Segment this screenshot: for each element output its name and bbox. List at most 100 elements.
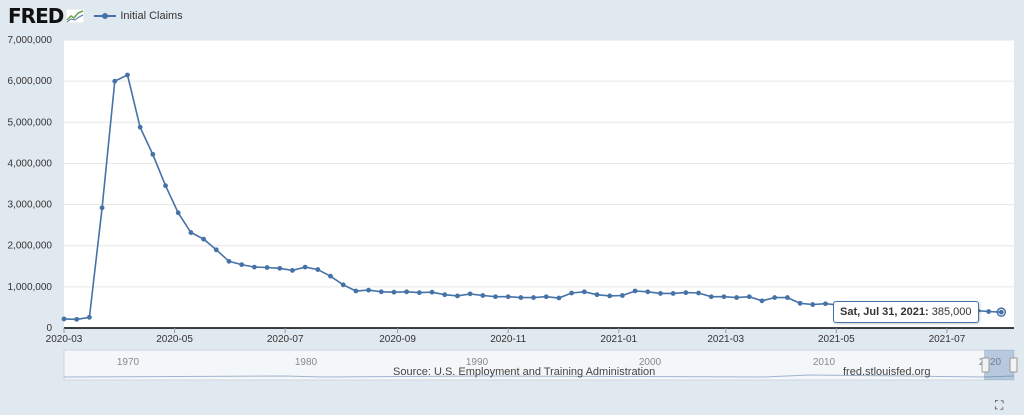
data-point [772, 295, 778, 300]
legend-label: Initial Claims [120, 10, 183, 22]
data-point [150, 151, 156, 157]
navigator-year-label: 1980 [295, 357, 318, 368]
data-point [404, 289, 410, 295]
data-point [442, 292, 448, 298]
data-point [112, 78, 118, 84]
data-point [340, 282, 346, 288]
navigator-year-label: 2010 [813, 357, 836, 368]
fred-url-link[interactable]: fred.stlouisfed.org [843, 366, 931, 378]
data-point [416, 290, 422, 296]
data-point [986, 309, 992, 314]
navigator-handle[interactable] [981, 357, 990, 373]
x-tick-label: 2021-05 [818, 334, 855, 345]
fred-graph-icon [66, 9, 85, 23]
x-tick-label: 2020-05 [156, 334, 193, 345]
data-point [998, 309, 1004, 315]
data-point [531, 295, 536, 300]
data-point [594, 292, 600, 298]
data-point [632, 288, 638, 294]
data-point [163, 183, 168, 189]
data-point [746, 294, 752, 300]
data-point [213, 247, 219, 253]
data-point [721, 294, 727, 300]
data-point [696, 290, 701, 296]
data-point [683, 290, 689, 296]
data-point [429, 289, 435, 295]
line-chart[interactable]: 0 1,000,000 2,000,000 3,000,000 4,000,000 5,0… [0, 28, 1024, 388]
x-tick-label: 2021-03 [707, 334, 744, 345]
data-point [455, 293, 460, 299]
range-navigator [63, 349, 1015, 381]
data-point [619, 293, 625, 298]
y-tick-label: 4,000,000 [8, 158, 53, 169]
legend[interactable]: Initial Claims [94, 10, 183, 22]
data-point [480, 293, 486, 298]
navigator-year-label: 1970 [117, 357, 140, 368]
data-point [251, 264, 257, 270]
data-point [239, 262, 245, 268]
data-point [315, 267, 321, 272]
data-point [378, 289, 384, 295]
data-point [493, 294, 498, 300]
data-point [125, 72, 130, 78]
data-point [74, 316, 80, 322]
x-tick-label: 2020-07 [267, 334, 304, 345]
data-point [264, 265, 270, 270]
x-tick-label: 2021-01 [600, 334, 637, 345]
navigator-year-label: 1990 [466, 357, 489, 368]
data-point [734, 295, 740, 300]
tooltip-value: 385,000 [931, 306, 972, 318]
data-point [645, 289, 651, 295]
navigator-year-label: 2000 [639, 357, 662, 368]
navigator-handle[interactable] [1009, 357, 1018, 373]
plot-area [64, 40, 1014, 328]
data-point [175, 210, 181, 216]
data-tooltip: Sat, Jul 31, 2021: 385,000 [833, 301, 979, 323]
data-point [708, 294, 714, 300]
data-point [823, 301, 828, 307]
data-point [328, 273, 333, 279]
data-point [99, 205, 105, 211]
navigator-series [63, 374, 1015, 378]
data-point [759, 298, 765, 304]
fred-logo[interactable]: FRED [8, 4, 64, 28]
legend-swatch [94, 13, 117, 19]
data-point [556, 295, 562, 301]
data-point [201, 236, 206, 242]
y-tick-label: 2,000,000 [8, 241, 53, 252]
y-tick-label: 5,000,000 [8, 117, 53, 128]
data-point [226, 258, 232, 264]
chart-header: FRED Initial Claims [8, 4, 183, 28]
x-tick-label: 2020-09 [379, 334, 416, 345]
data-point [467, 291, 473, 297]
data-point [366, 287, 371, 293]
fullscreen-icon[interactable]: ⛶ [995, 398, 1004, 412]
x-tick-label: 2021-07 [929, 334, 966, 345]
data-point [658, 291, 663, 296]
data-point [353, 288, 359, 294]
highlight-point [996, 307, 1007, 317]
data-point [391, 289, 397, 295]
data-point [569, 290, 575, 296]
data-point [277, 265, 283, 271]
x-tick-label: 2020-11 [490, 334, 526, 345]
data-point [543, 294, 549, 300]
data-point [61, 316, 67, 322]
data-point [810, 302, 816, 307]
tooltip-date: Sat, Jul 31, 2021: [840, 306, 929, 318]
data-point [581, 289, 587, 295]
y-tick-label: 0 [46, 323, 52, 334]
y-tick-label: 3,000,000 [8, 200, 53, 211]
data-point [290, 268, 295, 273]
y-tick-label: 1,000,000 [8, 282, 53, 293]
data-point [86, 314, 92, 320]
data-point [670, 291, 676, 296]
data-point [607, 293, 613, 299]
source-note[interactable]: Source: U.S. Employment and Training Adm… [393, 366, 656, 378]
navigator-year-label: 2020 [979, 357, 1002, 368]
data-point [518, 295, 524, 300]
x-tick-label: 2020-03 [46, 334, 83, 345]
data-point [137, 124, 143, 130]
y-tick-label: 6,000,000 [8, 76, 53, 87]
data-point [505, 294, 511, 300]
